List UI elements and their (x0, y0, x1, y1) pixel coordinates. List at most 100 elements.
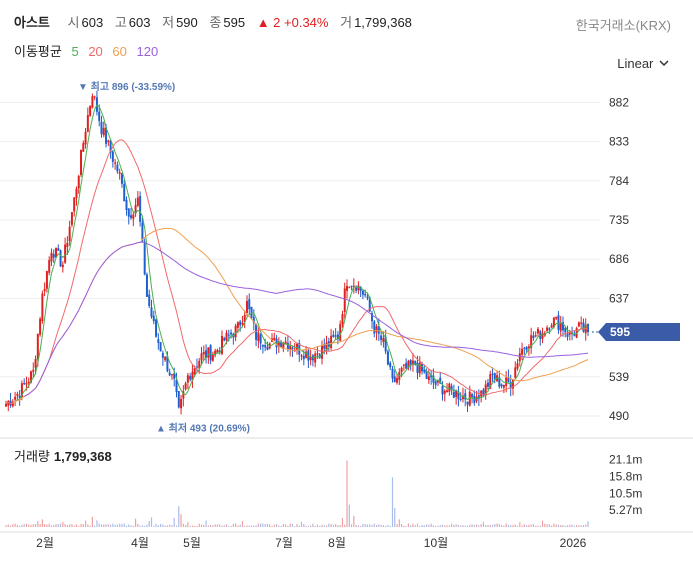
volume-bar (394, 507, 396, 527)
candle (73, 197, 76, 212)
candle (587, 323, 589, 332)
volume-bar (562, 524, 564, 527)
ma-20-legend[interactable]: 20 (88, 44, 103, 59)
low-value: 590 (176, 15, 198, 30)
candle (450, 386, 453, 390)
volume-bar (287, 525, 289, 527)
volume-bar (566, 525, 569, 527)
volume-bar (159, 524, 162, 527)
volume-bar (578, 525, 580, 527)
volume-bar (339, 525, 341, 527)
volume-bar (248, 525, 250, 527)
volume-bar (435, 525, 437, 527)
volume-bar (491, 525, 494, 527)
candle (355, 287, 358, 291)
ma-120-legend[interactable]: 120 (136, 44, 159, 59)
volume-bar (405, 525, 407, 527)
candle (82, 143, 85, 152)
exchange-label: 한국거래소(KRX) (575, 18, 671, 33)
volume-bar (453, 524, 455, 527)
candle (277, 341, 280, 347)
candle (443, 390, 446, 394)
candle (230, 332, 233, 335)
scale-selector[interactable]: Linear (617, 56, 669, 71)
candle (109, 140, 112, 153)
candle (48, 260, 51, 273)
candle (471, 394, 474, 398)
volume-bar (128, 524, 130, 527)
candle (25, 383, 28, 385)
volume-bar (444, 525, 446, 527)
volume-bar (216, 524, 219, 527)
volume-bar (112, 523, 114, 527)
volume-bar (516, 525, 519, 527)
candle (252, 317, 255, 323)
candle (466, 401, 469, 405)
volume-bar (191, 525, 194, 527)
volume-bar (50, 525, 53, 527)
candle (339, 324, 342, 341)
volume-bar (298, 525, 300, 527)
volume-bar (64, 523, 66, 527)
volume-bar (150, 517, 153, 527)
candle (93, 96, 96, 98)
candle (441, 385, 444, 395)
candle (286, 342, 289, 349)
volume-bar (489, 524, 491, 527)
volume-bar (460, 525, 462, 527)
candle (511, 379, 514, 389)
volume-bar (46, 524, 48, 527)
volume-bar (7, 524, 9, 527)
ma-5-legend[interactable]: 5 (71, 44, 79, 59)
candle (534, 335, 537, 337)
volume-bar (207, 525, 209, 527)
volume-bar (253, 525, 255, 527)
volume-bar (41, 519, 43, 527)
candle (375, 326, 378, 333)
candle (55, 248, 58, 258)
change-value: ▲ 2 +0.34% (256, 15, 329, 30)
volume-bar (521, 525, 523, 527)
volume-bar (23, 524, 25, 527)
candle (436, 379, 439, 383)
volume-bar (257, 523, 259, 527)
moving-average-legend: 이동평균 5 20 60 120 (14, 41, 164, 60)
candle (484, 384, 487, 396)
volume-bar (321, 524, 323, 527)
close-label: 종 (209, 15, 222, 30)
volume-bar (71, 524, 73, 527)
chevron-down-icon (659, 60, 669, 67)
volume-bar (382, 525, 384, 527)
candle (255, 323, 258, 340)
volume-bar (55, 524, 57, 527)
ma-60-legend[interactable]: 60 (112, 44, 127, 59)
volume-bar (239, 524, 241, 527)
candle (577, 322, 580, 327)
stock-name: 아스트 (14, 15, 50, 30)
candle (177, 391, 180, 408)
candle (493, 373, 496, 380)
candle (200, 353, 203, 361)
volume-value: 1,799,368 (354, 15, 412, 30)
volume-bar (503, 525, 505, 527)
candle (182, 391, 185, 399)
candle (141, 222, 144, 242)
candle (343, 288, 346, 312)
volume-bar (462, 525, 464, 527)
candle (550, 325, 553, 328)
candle (452, 391, 455, 398)
volume-bar (469, 524, 471, 527)
volume-bar (396, 524, 398, 527)
candle (382, 338, 385, 343)
volume-bar (219, 524, 221, 527)
volume-bar (12, 524, 14, 527)
candle (180, 399, 183, 409)
volume-bar (100, 524, 103, 527)
volume-bar (532, 523, 535, 527)
volume-title: 거래량 1,799,368 (14, 446, 112, 465)
volume-bar (410, 525, 412, 527)
volume-bar (360, 525, 362, 527)
volume-bar (5, 525, 7, 527)
volume-bar (28, 524, 30, 527)
